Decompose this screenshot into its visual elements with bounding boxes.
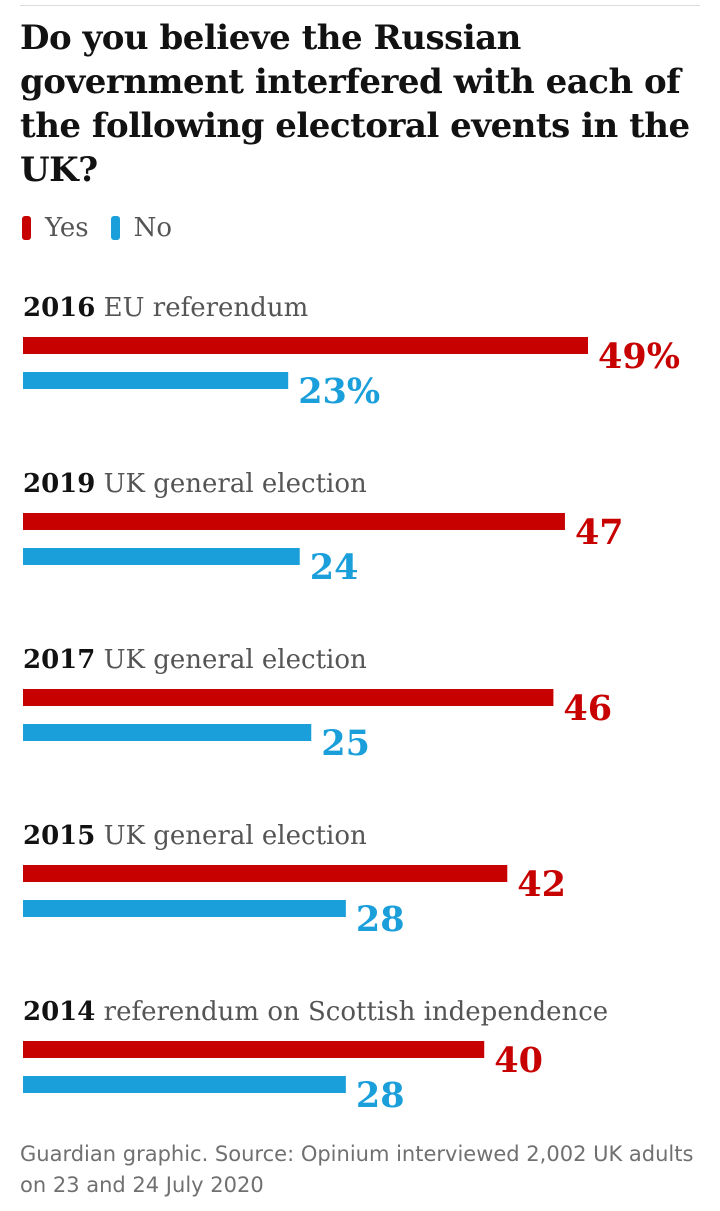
chart-title: Do you believe the Russian government in…	[20, 18, 690, 190]
legend-swatch-no	[110, 216, 120, 240]
legend-swatch-yes	[22, 216, 31, 240]
data-label-yes: 47	[575, 512, 624, 553]
category-event: referendum on Scottish independence	[95, 997, 608, 1027]
category-label: 2017 UK general election	[23, 645, 367, 675]
bar-no	[23, 900, 346, 917]
data-label-no: 24	[310, 547, 359, 588]
category-year: 2016	[23, 293, 95, 323]
category-year: 2014	[23, 997, 95, 1027]
bar-chart: 2016 EU referendum 49% 23% 2019 UK general …	[23, 293, 680, 1116]
category-label: 2015 UK general election	[23, 821, 367, 851]
bar-no	[23, 372, 289, 389]
category-label: 2014 referendum on Scottish independence	[23, 997, 608, 1027]
bar-yes	[23, 513, 565, 530]
legend-label-yes: Yes	[45, 213, 89, 243]
legend-label-no: No	[133, 213, 173, 243]
category-label: 2016 EU referendum	[23, 293, 308, 323]
bar-yes	[23, 865, 508, 882]
data-label-no: 25	[321, 723, 370, 764]
data-label-no: 23%	[298, 371, 380, 412]
data-label-yes: 42	[517, 864, 566, 905]
data-label-no: 28	[356, 1075, 405, 1116]
data-label-yes: 40	[494, 1040, 543, 1081]
source-note: Guardian graphic. Source: Opinium interv…	[20, 1142, 694, 1197]
category-year: 2017	[23, 645, 95, 675]
legend-item-yes: Yes	[22, 213, 89, 243]
data-label-yes: 49%	[598, 336, 680, 377]
top-rule	[20, 5, 700, 6]
bar-no	[23, 1076, 346, 1093]
category-event: EU referendum	[95, 293, 308, 323]
category-event: UK general election	[95, 821, 367, 851]
bar-yes	[23, 337, 588, 354]
bar-no	[23, 724, 312, 741]
category-year: 2015	[23, 821, 95, 851]
data-label-no: 28	[356, 899, 405, 940]
category-label: 2019 UK general election	[23, 469, 367, 499]
category-event: UK general election	[95, 469, 367, 499]
category-event: UK general election	[95, 645, 367, 675]
legend: Yes No	[22, 210, 194, 246]
bar-yes	[23, 689, 554, 706]
bar-yes	[23, 1041, 485, 1058]
bar-no	[23, 548, 300, 565]
data-label-yes: 46	[563, 688, 612, 729]
category-year: 2019	[23, 469, 95, 499]
legend-item-no: No	[110, 213, 173, 243]
